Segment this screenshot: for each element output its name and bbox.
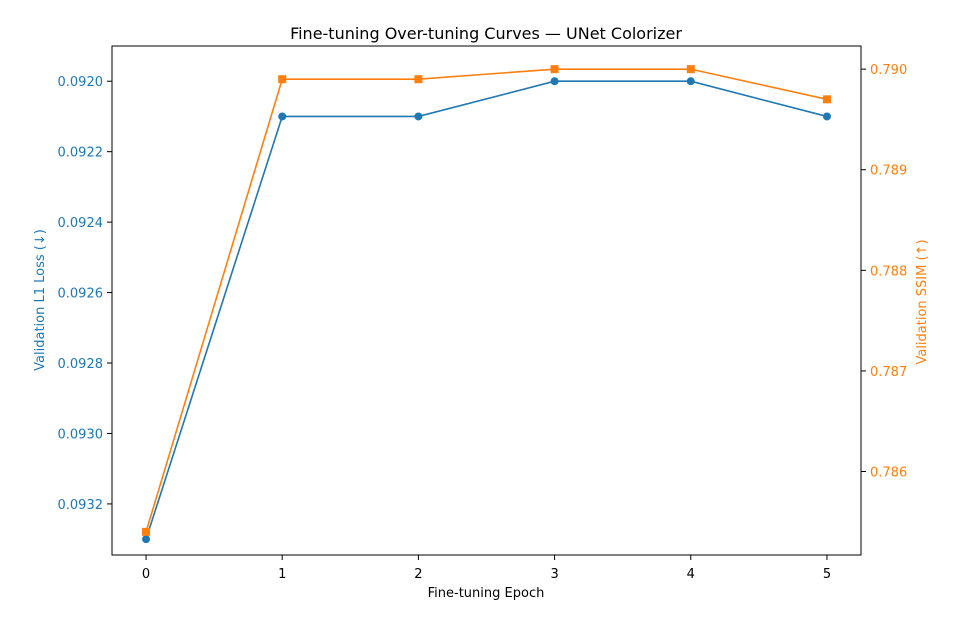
left-y-tick-label: 0.0928 [58,357,104,372]
series-lines [145,68,828,540]
data-point-square [142,527,151,536]
data-point-circle [822,112,831,121]
left-y-axis-ticks: 0.0920 0.0922 0.0924 0.0926 0.0928 0.0930 0.09… [58,75,112,513]
data-point-circle [686,77,695,86]
right-y-tick-label: 0.786 [870,466,907,481]
left-y-tick-label: 0.0920 [58,75,104,90]
data-point-circle [278,112,287,121]
chart-title: Fine-tuning Over-tuning Curves — UNet Co… [290,24,682,43]
data-point-square [822,95,831,104]
right-y-axis-label: Validation SSIM (↑) [915,239,930,364]
x-axis-label: Fine-tuning Epoch [428,586,545,601]
left-y-tick-label: 0.0930 [58,427,104,442]
x-tick-label: 2 [414,567,422,582]
data-point-circle [142,535,151,544]
right-y-axis-ticks: 0.786 0.787 0.788 0.789 0.790 [861,63,907,481]
x-axis-ticks: 0 1 2 3 4 5 [142,555,831,582]
right-y-tick-label: 0.789 [870,164,907,179]
x-tick-label: 0 [142,567,150,582]
data-point-square [686,65,695,74]
left-y-tick-label: 0.0926 [58,287,104,302]
x-tick-label: 4 [687,567,695,582]
right-y-tick-label: 0.787 [870,365,907,380]
left-y-tick-label: 0.0924 [58,216,104,231]
data-point-circle [550,77,559,86]
right-y-tick-label: 0.788 [870,264,907,279]
left-y-tick-label: 0.0922 [58,146,104,161]
data-point-square [414,75,423,84]
right-y-tick-label: 0.790 [870,63,907,78]
x-tick-label: 5 [823,567,831,582]
left-y-tick-label: 0.0932 [58,498,104,513]
x-tick-label: 1 [278,567,286,582]
series-line-1 [145,80,828,540]
data-point-square [278,75,287,84]
left-y-axis-label: Validation L1 Loss (↓) [33,229,48,371]
series-line-2 [145,68,828,533]
series-markers [142,65,831,544]
data-point-circle [414,112,423,121]
x-tick-label: 3 [550,567,558,582]
plot-frame [111,45,862,556]
data-point-square [550,65,559,74]
